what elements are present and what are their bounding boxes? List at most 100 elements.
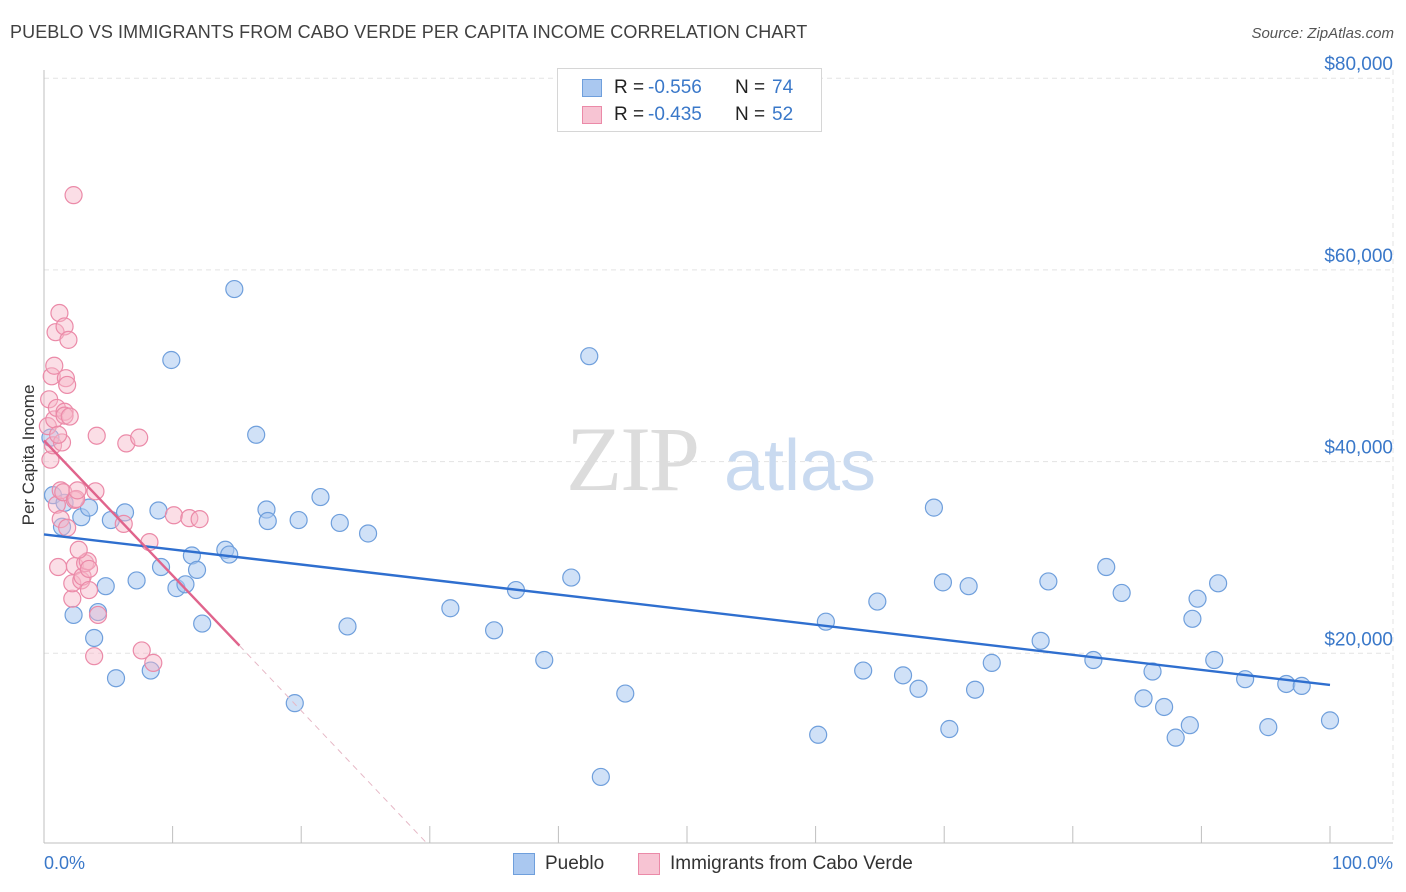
cabo-verde-point [63, 589, 82, 608]
pueblo-point [1134, 689, 1153, 708]
pueblo-point [330, 513, 349, 533]
pueblo-point [940, 719, 959, 739]
cabo-verde-point [79, 559, 99, 579]
pueblo-point [1183, 609, 1202, 628]
legend-r-value: -0.556 [648, 77, 702, 98]
watermark: ZIP atlas [566, 408, 876, 510]
cabo-verde-trendline [239, 645, 429, 846]
legend-n-label: N = [735, 104, 766, 125]
cabo-verde-point [87, 426, 106, 445]
pueblo-point [1320, 711, 1340, 730]
legend-n-value: 74 [772, 77, 794, 98]
pueblo-point [809, 725, 828, 744]
x-tick-min: 0.0% [44, 853, 85, 873]
cabo-verde-point [69, 540, 88, 559]
pueblo-point [149, 501, 168, 520]
cabo-verde-point [56, 369, 75, 388]
pueblo-point [441, 599, 460, 618]
pueblo-trendline [43, 533, 1331, 687]
cabo-verde-point [49, 557, 68, 577]
chart-title: PUEBLO VS IMMIGRANTS FROM CABO VERDE PER… [10, 22, 808, 42]
pueblo-points [41, 279, 1340, 787]
y-axis-label: Per Capita Income [19, 385, 38, 526]
cabo-verde-point [88, 605, 108, 625]
grid-lines [44, 70, 1394, 843]
cabo-verde-point [42, 367, 61, 386]
cabo-verde-point [55, 317, 74, 336]
trendlines [43, 439, 1331, 846]
pueblo-point [1112, 583, 1131, 603]
legend-row-pueblo: R = -0.556 N = 74 [558, 75, 821, 101]
pueblo-point [933, 573, 953, 592]
pueblo-point [338, 617, 357, 636]
pueblo-point [127, 571, 146, 590]
cabo-verde-point [55, 406, 74, 425]
pueblo-point [909, 679, 928, 698]
legend-swatch-blue [582, 79, 602, 97]
cabo-verde-point [130, 428, 149, 447]
pueblo-point [358, 524, 378, 543]
pueblo-point [187, 560, 207, 580]
pueblo-point [247, 425, 266, 444]
y-tick-label: $40,000 [1324, 438, 1393, 459]
cabo-verde-point [132, 641, 151, 660]
pueblo-point [1166, 728, 1185, 747]
x-tick-max: 100.0% [1332, 853, 1393, 873]
pueblo-point [854, 661, 873, 680]
y-tick-labels: $20,000 $40,000 $60,000 $80,000 [1324, 54, 1393, 650]
pueblo-point [176, 575, 195, 594]
legend-swatch-pink [582, 106, 602, 124]
pueblo-point [1259, 718, 1278, 737]
pueblo-point [535, 650, 554, 670]
cabo-verde-point [79, 580, 99, 600]
watermark-atlas: atlas [724, 426, 876, 506]
cabo-verde-point [68, 481, 87, 500]
axes [43, 70, 1393, 844]
cabo-verde-point [190, 510, 209, 529]
pueblo-point [965, 680, 985, 699]
pueblo-point [115, 503, 135, 522]
y-tick-label: $80,000 [1324, 54, 1393, 75]
cabo-verde-point [60, 407, 79, 426]
y-tick-label: $20,000 [1324, 629, 1393, 650]
bottom-legend-label: Pueblo [545, 853, 605, 874]
pueblo-point [193, 614, 212, 633]
cabo-verde-trendline [43, 439, 241, 647]
cabo-verde-point [41, 450, 60, 469]
cabo-verde-point [144, 653, 163, 672]
pueblo-point [1084, 650, 1103, 670]
watermark-zip: ZIP [566, 408, 698, 510]
cabo-verde-point [86, 482, 105, 501]
pueblo-point [1188, 589, 1207, 608]
source-label: Source: ZipAtlas.com [1251, 25, 1394, 42]
cabo-verde-point [85, 647, 104, 666]
pueblo-point [1031, 631, 1050, 650]
cabo-verde-point [164, 506, 183, 525]
pueblo-point [616, 684, 635, 703]
pueblo-point [1209, 574, 1228, 593]
cabo-verde-point [49, 425, 68, 444]
cabo-verde-points [38, 186, 209, 672]
cabo-verde-point [50, 303, 69, 323]
pueblo-point [285, 694, 304, 713]
legend-row-cabo-verde: R = -0.435 N = 52 [558, 102, 821, 128]
pueblo-point [289, 510, 308, 530]
pueblo-point [580, 347, 599, 366]
pueblo-point [1155, 697, 1174, 717]
pueblo-point [162, 350, 181, 370]
pueblo-point [1097, 557, 1116, 577]
pueblo-point [485, 621, 504, 640]
cabo-verde-point [58, 518, 77, 537]
pueblo-point [258, 511, 277, 531]
bottom-legend-swatch-pink [638, 853, 660, 875]
pueblo-point [106, 669, 126, 688]
cabo-verde-point [45, 356, 64, 375]
pueblo-point [591, 767, 610, 787]
legend-r-value: -0.435 [648, 104, 702, 125]
legend-r-label: R = [614, 77, 645, 98]
bottom-legend-swatch-blue [513, 853, 535, 875]
pueblo-point [1205, 650, 1224, 670]
pueblo-point [311, 487, 330, 507]
pueblo-point [893, 666, 913, 685]
